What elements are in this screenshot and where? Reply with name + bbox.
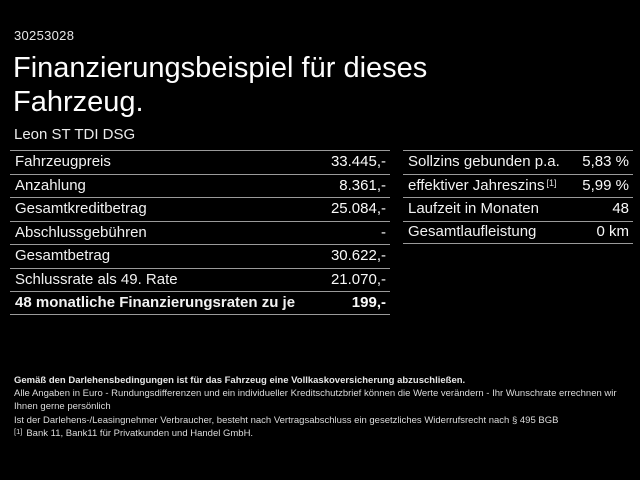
table-row-laufzeit: Laufzeit in Monaten 48 bbox=[403, 197, 633, 221]
page-title-line2: Fahrzeug. bbox=[13, 86, 144, 118]
bank-footnote: [1] Bank 11, Bank11 für Privatkunden und … bbox=[14, 427, 629, 440]
table-row-effektiver-jahreszins: effektiver Jahreszins [1] 5,99 % bbox=[403, 173, 633, 198]
legal-footer: Gemäß den Darlehensbedingungen ist für d… bbox=[14, 374, 629, 440]
row-label: Anzahlung bbox=[15, 176, 86, 194]
vehicle-id: 30253028 bbox=[14, 28, 75, 43]
table-row-fahrzeugpreis: Fahrzeugpreis 33.445,- bbox=[10, 150, 390, 174]
row-label: Gesamtbetrag bbox=[15, 247, 111, 265]
footnote-ref: [1] bbox=[546, 177, 557, 188]
disclaimer-line2: Ist der Darlehens-/Leasingnehmer Verbrau… bbox=[14, 414, 559, 426]
insurance-note: Gemäß den Darlehensbedingungen ist für d… bbox=[14, 375, 466, 386]
row-value: 199,- bbox=[351, 293, 386, 311]
row-value: 0 km bbox=[596, 223, 629, 241]
row-label: Schlussrate als 49. Rate bbox=[15, 270, 178, 288]
table-row-abschlussgebuehren: Abschlussgebühren - bbox=[10, 220, 390, 245]
row-label: Abschlussgebühren bbox=[15, 223, 147, 241]
disclaimer-line1: Alle Angaben in Euro - Rundungsdifferenz… bbox=[14, 388, 617, 413]
page-title-line1: Finanzierungsbeispiel für dieses bbox=[13, 52, 428, 84]
row-label: Gesamtkreditbetrag bbox=[15, 200, 147, 218]
row-label: 48 monatliche Finanzierungsraten zu je bbox=[15, 293, 296, 311]
footnote-marker: [1] bbox=[14, 426, 23, 436]
row-value: - bbox=[381, 223, 386, 241]
row-value: 21.070,- bbox=[330, 270, 386, 288]
table-row-anzahlung: Anzahlung 8.361,- bbox=[10, 173, 390, 198]
row-label: Fahrzeugpreis bbox=[15, 153, 111, 171]
finance-tables: Fahrzeugpreis 33.445,- Anzahlung 8.361,-… bbox=[10, 150, 633, 315]
row-label: Gesamtlaufleistung bbox=[408, 223, 537, 241]
table-row-sollzins: Sollzins gebunden p.a. 5,83 % bbox=[403, 150, 633, 174]
table-row-gesamtbetrag: Gesamtbetrag 30.622,- bbox=[10, 244, 390, 268]
row-value: 8.361,- bbox=[339, 176, 386, 194]
table-row-gesamtkreditbetrag: Gesamtkreditbetrag 25.084,- bbox=[10, 197, 390, 221]
row-label: Sollzins gebunden p.a. bbox=[408, 153, 560, 171]
row-value: 5,99 % bbox=[582, 176, 629, 194]
row-value: 25.084,- bbox=[330, 200, 386, 218]
row-value: 48 bbox=[612, 200, 629, 218]
table-row-monatsraten: 48 monatliche Finanzierungsraten zu je 1… bbox=[10, 291, 390, 315]
vehicle-model-subtitle: Leon ST TDI DSG bbox=[14, 126, 136, 143]
footnote-text: Bank 11, Bank11 für Privatkunden und Han… bbox=[26, 427, 254, 439]
table-row-gesamtlaufleistung: Gesamtlaufleistung 0 km bbox=[403, 220, 633, 244]
row-label: Laufzeit in Monaten bbox=[408, 200, 539, 218]
row-value: 30.622,- bbox=[330, 247, 386, 265]
row-value: 5,83 % bbox=[582, 153, 629, 171]
conditions-table: Sollzins gebunden p.a. 5,83 % effektiver… bbox=[403, 150, 633, 244]
table-row-schlussrate: Schlussrate als 49. Rate 21.070,- bbox=[10, 267, 390, 292]
row-value: 33.445,- bbox=[330, 153, 386, 171]
row-label: effektiver Jahreszins [1] bbox=[408, 176, 557, 194]
page-title: Finanzierungsbeispiel für dieses Fahrzeu… bbox=[13, 51, 427, 119]
finance-table: Fahrzeugpreis 33.445,- Anzahlung 8.361,-… bbox=[10, 150, 390, 315]
